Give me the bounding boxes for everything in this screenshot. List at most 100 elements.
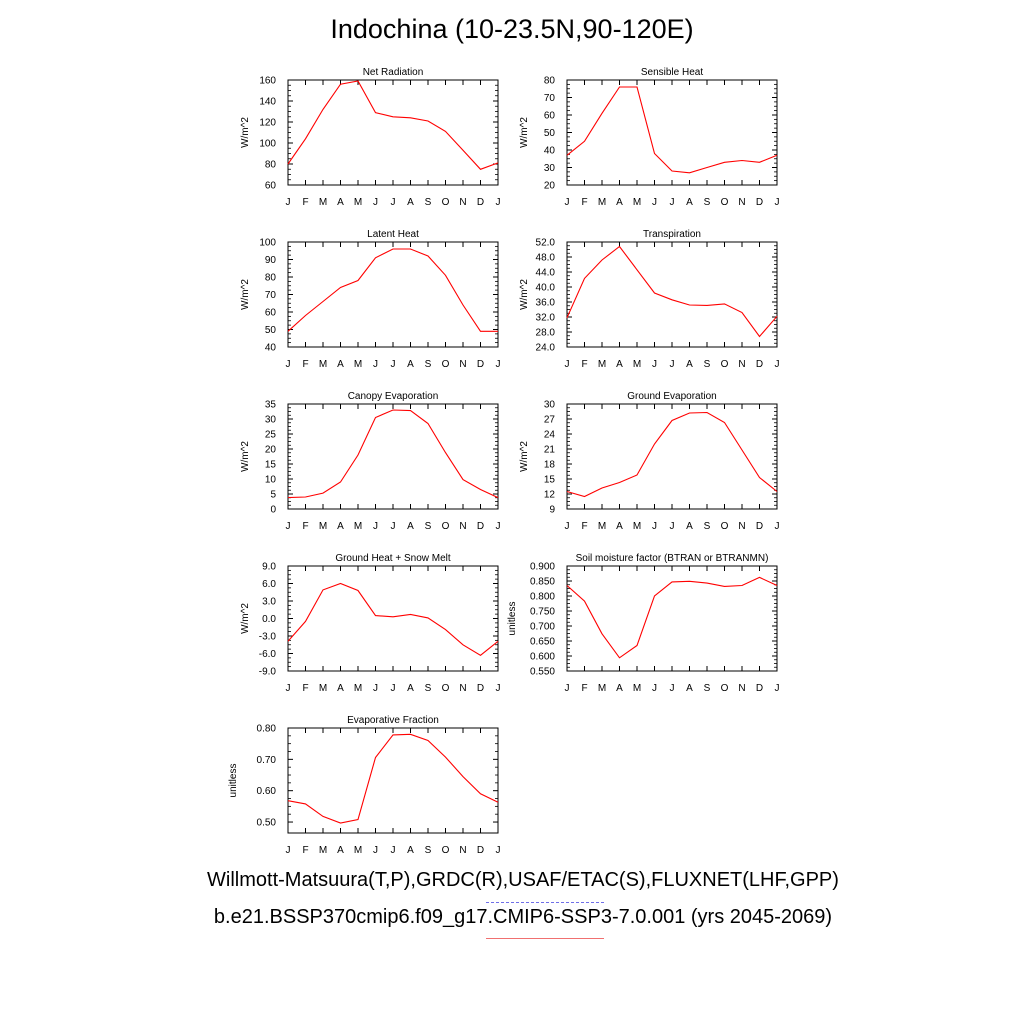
y-tick-label: 0	[270, 505, 276, 516]
x-tick-label: J	[391, 359, 396, 370]
x-tick-label: F	[581, 197, 587, 208]
x-tick-label: A	[337, 683, 344, 694]
x-tick-label: F	[302, 197, 308, 208]
x-tick-label: A	[686, 197, 693, 208]
y-tick-label: 3.0	[262, 597, 276, 608]
x-tick-label: F	[302, 359, 308, 370]
y-axis-label: W/m^2	[240, 117, 251, 148]
y-tick-label: 20	[265, 445, 277, 456]
x-tick-label: J	[775, 683, 780, 694]
x-tick-label: O	[721, 521, 729, 532]
x-tick-label: O	[721, 359, 729, 370]
x-tick-label: A	[616, 683, 623, 694]
panel-title: Canopy Evaporation	[348, 391, 439, 402]
y-tick-label: 35	[265, 400, 277, 411]
y-tick-label: 24.0	[536, 343, 556, 354]
x-tick-label: J	[286, 845, 291, 856]
plot-frame	[566, 79, 778, 186]
x-tick-label: D	[756, 683, 763, 694]
y-tick-label: 21	[544, 445, 556, 456]
legend-observations-label: Willmott-Matsuura(T,P),GRDC(R),USAF/ETAC…	[207, 869, 839, 891]
y-tick-label: 0.70	[257, 755, 277, 766]
x-tick-label: J	[496, 359, 501, 370]
y-tick-label: 6.0	[262, 579, 276, 590]
x-tick-label: D	[756, 521, 763, 532]
y-tick-label: 28.0	[536, 328, 556, 339]
x-tick-label: N	[459, 845, 466, 856]
y-tick-label: 15	[544, 475, 556, 486]
y-tick-label: 140	[259, 97, 276, 108]
x-tick-label: M	[598, 359, 606, 370]
y-tick-label: 80	[544, 76, 556, 87]
y-tick-label: 9	[549, 505, 555, 516]
x-tick-label: J	[670, 197, 675, 208]
x-tick-label: J	[670, 359, 675, 370]
x-tick-label: D	[477, 359, 484, 370]
y-tick-label: 0.600	[530, 652, 555, 663]
x-tick-label: M	[319, 683, 327, 694]
x-tick-label: D	[477, 683, 484, 694]
y-tick-label: 30	[544, 163, 556, 174]
x-tick-label: J	[391, 845, 396, 856]
x-tick-label: F	[302, 683, 308, 694]
y-tick-label: -3.0	[259, 632, 277, 643]
x-tick-label: S	[425, 683, 432, 694]
y-axis-label: W/m^2	[519, 117, 530, 148]
y-tick-label: 15	[265, 460, 277, 471]
y-tick-label: 9.0	[262, 562, 276, 573]
y-tick-label: 30	[544, 400, 556, 411]
x-tick-label: A	[407, 359, 414, 370]
x-tick-label: A	[337, 197, 344, 208]
x-tick-label: D	[756, 197, 763, 208]
x-tick-label: J	[496, 683, 501, 694]
x-tick-label: M	[319, 359, 327, 370]
y-tick-label: 48.0	[536, 253, 556, 264]
y-tick-label: 0.650	[530, 637, 555, 648]
x-tick-label: A	[407, 683, 414, 694]
y-tick-label: 70	[544, 93, 556, 104]
y-tick-label: 90	[265, 255, 277, 266]
y-tick-label: 0.900	[530, 562, 555, 573]
x-tick-label: A	[337, 845, 344, 856]
x-tick-label: M	[354, 683, 362, 694]
panel-title: Sensible Heat	[641, 67, 703, 78]
y-tick-label: 0.80	[257, 724, 277, 735]
x-tick-label: J	[373, 197, 378, 208]
x-tick-label: M	[598, 197, 606, 208]
y-tick-label: 40	[544, 146, 556, 157]
x-tick-label: M	[354, 197, 362, 208]
x-tick-label: J	[565, 359, 570, 370]
panel-title: Transpiration	[643, 229, 701, 240]
series-line	[287, 409, 499, 499]
y-tick-label: 0.50	[257, 818, 277, 829]
y-tick-label: 52.0	[536, 238, 556, 249]
y-tick-label: 30	[265, 415, 277, 426]
y-tick-label: 80	[265, 273, 277, 284]
panel-title: Soil moisture factor (BTRAN or BTRANMN)	[576, 553, 769, 564]
x-tick-label: J	[652, 521, 657, 532]
y-tick-label: 0.800	[530, 592, 555, 603]
y-tick-label: 60	[544, 111, 556, 122]
x-tick-label: O	[442, 845, 450, 856]
plot-frame	[287, 403, 499, 510]
x-tick-label: F	[302, 521, 308, 532]
x-tick-label: S	[704, 683, 711, 694]
x-tick-label: N	[738, 197, 745, 208]
x-tick-label: A	[337, 359, 344, 370]
y-axis-label: unitless	[228, 764, 239, 798]
series-line	[287, 582, 499, 656]
x-tick-label: S	[704, 521, 711, 532]
x-tick-label: A	[616, 521, 623, 532]
y-tick-label: 40.0	[536, 283, 556, 294]
x-tick-label: N	[459, 683, 466, 694]
x-tick-label: D	[477, 197, 484, 208]
x-tick-label: A	[616, 359, 623, 370]
y-tick-label: -6.0	[259, 649, 277, 660]
x-tick-label: O	[442, 197, 450, 208]
panel-title: Latent Heat	[367, 229, 419, 240]
y-tick-label: 0.550	[530, 667, 555, 678]
x-tick-label: J	[373, 845, 378, 856]
